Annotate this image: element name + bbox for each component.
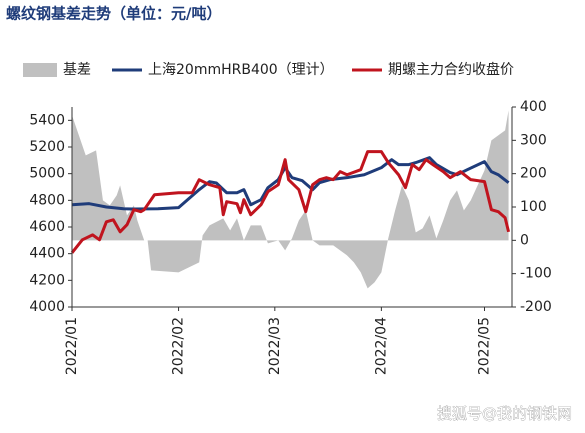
y-tick-label: 4000	[29, 299, 65, 315]
y2-tick-label: 200	[520, 166, 547, 182]
watermark: 搜狐号@我的钢铁网	[437, 405, 572, 423]
y2-tick-label: 400	[520, 99, 547, 115]
price-line	[71, 156, 510, 211]
chart-title: 螺纹钢基差走势（单位：元/吨）	[6, 5, 221, 23]
y-tick-label: 5200	[29, 139, 65, 155]
price-line	[70, 150, 511, 254]
y-tick-label: 4800	[29, 192, 65, 208]
x-tick-label: 2022/05	[477, 317, 493, 375]
y2-tick-label: -100	[520, 266, 552, 282]
y-tick-label: 4600	[29, 219, 65, 235]
x-tick-label: 2022/02	[171, 317, 187, 375]
legend-label: 基差	[63, 61, 91, 78]
y-tick-label: 5400	[29, 112, 65, 128]
y-tick-label: 5000	[29, 166, 65, 182]
x-tick-label: 2022/03	[267, 317, 283, 375]
y-tick-label: 4400	[29, 246, 65, 262]
basis-area	[72, 110, 509, 289]
y2-tick-label: 300	[520, 132, 547, 148]
legend-swatch	[23, 63, 57, 77]
y2-tick-label: 100	[520, 199, 547, 215]
y2-tick-label: 0	[520, 232, 529, 248]
legend-label: 上海20mmHRB400（理计）	[148, 62, 334, 78]
x-tick-label: 2022/01	[64, 317, 80, 375]
y-tick-label: 4200	[29, 272, 65, 288]
y2-tick-label: -200	[520, 299, 552, 315]
x-tick-label: 2022/04	[373, 317, 389, 375]
legend-label: 期螺主力合约收盘价	[388, 61, 514, 78]
